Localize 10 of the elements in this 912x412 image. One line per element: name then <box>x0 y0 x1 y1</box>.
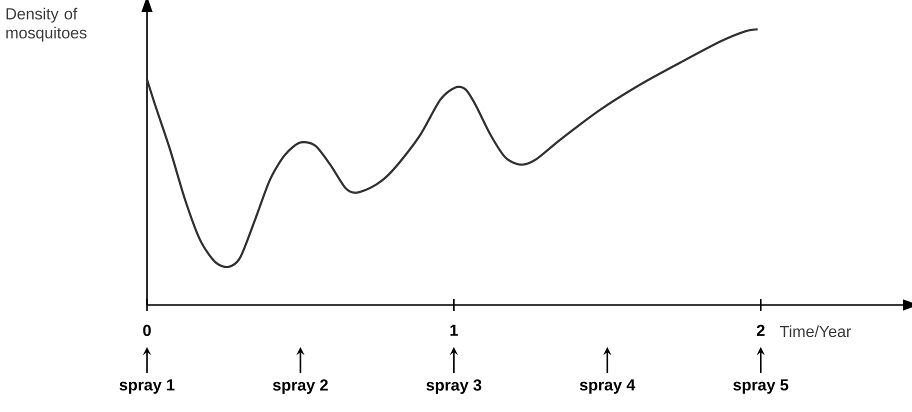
x-tick-label: 0 <box>143 324 151 336</box>
text: spray 2 <box>272 379 328 394</box>
text: spray 5 <box>733 379 788 394</box>
text: spray 3 <box>426 379 482 394</box>
x-tick-label: 2 <box>756 324 765 336</box>
x-tick-label: 1 <box>450 324 458 336</box>
x-axis-title: Time/Year <box>780 325 852 338</box>
text: spray 4 <box>580 379 636 394</box>
y-axis-title: Density of mosquitoes <box>6 8 87 42</box>
text: spray 1 <box>120 379 175 394</box>
